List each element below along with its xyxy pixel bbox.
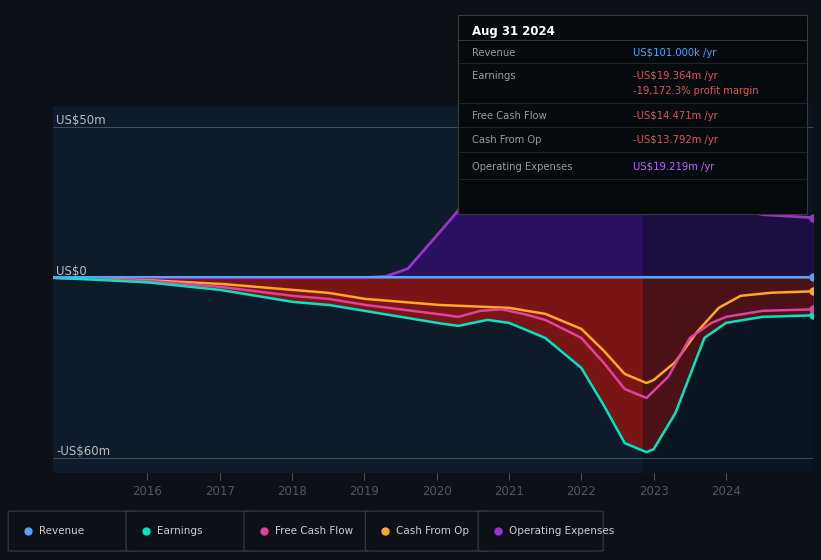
- Text: Free Cash Flow: Free Cash Flow: [472, 110, 547, 120]
- Text: -US$60m: -US$60m: [57, 445, 110, 458]
- FancyBboxPatch shape: [126, 511, 251, 551]
- Text: Revenue: Revenue: [472, 48, 516, 58]
- Text: US$101.000k /yr: US$101.000k /yr: [633, 48, 716, 58]
- Text: Free Cash Flow: Free Cash Flow: [275, 526, 353, 535]
- Text: Cash From Op: Cash From Op: [396, 526, 469, 535]
- Text: US$19.219m /yr: US$19.219m /yr: [633, 162, 714, 172]
- FancyBboxPatch shape: [8, 511, 133, 551]
- FancyBboxPatch shape: [478, 511, 603, 551]
- Text: Aug 31 2024: Aug 31 2024: [472, 25, 555, 38]
- Text: -US$13.792m /yr: -US$13.792m /yr: [633, 136, 718, 146]
- Text: US$50m: US$50m: [57, 114, 106, 128]
- FancyBboxPatch shape: [365, 511, 490, 551]
- Text: -US$14.471m /yr: -US$14.471m /yr: [633, 110, 718, 120]
- Text: -19,172.3% profit margin: -19,172.3% profit margin: [633, 86, 759, 96]
- Text: Cash From Op: Cash From Op: [472, 136, 542, 146]
- Text: Operating Expenses: Operating Expenses: [509, 526, 614, 535]
- Bar: [643, 106, 813, 473]
- Text: US$0: US$0: [57, 265, 87, 278]
- Text: Operating Expenses: Operating Expenses: [472, 162, 572, 172]
- Text: Earnings: Earnings: [157, 526, 202, 535]
- Text: Revenue: Revenue: [39, 526, 84, 535]
- FancyBboxPatch shape: [244, 511, 369, 551]
- Text: -US$19.364m /yr: -US$19.364m /yr: [633, 71, 718, 81]
- Text: Earnings: Earnings: [472, 71, 516, 81]
